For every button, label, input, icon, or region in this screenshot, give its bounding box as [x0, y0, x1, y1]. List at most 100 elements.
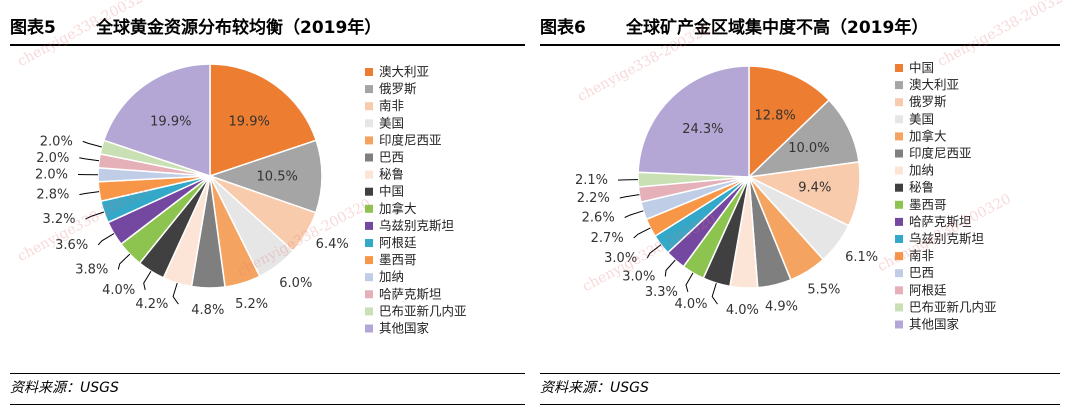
- data-label: 4.2%: [135, 297, 168, 312]
- leader-line: [85, 211, 105, 220]
- legend-entry: 南非: [379, 98, 404, 113]
- data-label: 10.0%: [788, 141, 829, 156]
- pie-slice: [637, 65, 750, 178]
- data-label: 2.8%: [36, 188, 69, 203]
- leader-line: [97, 233, 115, 246]
- leader-line: [172, 282, 179, 305]
- data-label: 6.0%: [279, 276, 312, 291]
- legend-swatch: [895, 166, 903, 175]
- data-label: 2.0%: [35, 168, 68, 183]
- legend-swatch: [895, 132, 903, 141]
- legend-swatch: [365, 256, 373, 265]
- legend-swatch: [895, 200, 903, 209]
- legend-entry: 俄罗斯: [379, 81, 417, 96]
- legend-entry: 墨西哥: [909, 197, 947, 212]
- data-label: 5.2%: [235, 297, 268, 312]
- legend-entry: 印度尼西亚: [379, 132, 442, 147]
- legend-entry: 秘鲁: [379, 167, 404, 182]
- figure-label: 图表6: [540, 18, 586, 38]
- pie-chart-gold-resources: 19.9% 10.5% 6.4% 6.0% 5.2% 4.8% 4.2%4.0% 3.8% 3.…: [35, 63, 467, 336]
- legend-swatch: [365, 102, 373, 111]
- leader-line: [646, 244, 662, 259]
- legend-swatch: [365, 85, 373, 94]
- data-label: 6.1%: [845, 250, 878, 265]
- legend-swatch: [895, 98, 903, 107]
- pie-chart-gold-production: 12.8%10.0%9.4%6.1%5.5%4.9%4.0%4.0%3.3%3.…: [575, 60, 997, 332]
- legend-swatch: [895, 64, 903, 72]
- legend-swatch: [365, 273, 373, 282]
- data-label: 4.8%: [191, 303, 224, 318]
- figure-label: 图表5: [10, 18, 56, 38]
- legend-swatch: [895, 252, 903, 261]
- pie-slice: [102, 63, 211, 178]
- chart-panel-2: 图表6 全球矿产金区域集中度不高（2019年） 12.8% 10.0% 9.4% 6.1…: [540, 0, 1060, 411]
- chart-title: 全球矿产金区域集中度不高（2019年）: [626, 18, 929, 38]
- data-label: 12.8%: [754, 109, 795, 124]
- legend-entry: 美国: [379, 115, 404, 130]
- legend-swatch: [365, 307, 373, 316]
- legend-swatch: [365, 170, 373, 179]
- legend-swatch: [365, 324, 373, 333]
- leader-line: [79, 157, 100, 162]
- legend-entry: 美国: [909, 111, 934, 126]
- legend-swatch: [365, 153, 373, 162]
- legend-swatch: [895, 217, 903, 226]
- legend-swatch: [365, 136, 373, 145]
- data-label: 24.3%: [682, 122, 723, 137]
- leader-line: [624, 210, 644, 218]
- legend-swatch: [365, 239, 373, 247]
- legend-swatch: [365, 119, 373, 128]
- legend-entry: 巴布亚新几内亚: [909, 299, 997, 314]
- legend-swatch: [895, 269, 903, 278]
- chart-title: 全球黄金资源分布较均衡（2019年）: [96, 18, 382, 38]
- legend-entry: 中国: [909, 60, 934, 75]
- data-label: 4.0%: [674, 297, 707, 312]
- legend-swatch: [365, 290, 373, 299]
- data-label: 10.5%: [257, 169, 298, 184]
- data-label: 6.4%: [316, 237, 349, 252]
- legend-entry: 哈萨克斯坦: [379, 286, 442, 301]
- data-label: 3.0%: [604, 251, 637, 266]
- legend-swatch: [365, 68, 373, 76]
- data-label: 5.5%: [807, 283, 840, 298]
- leader-line: [143, 270, 152, 291]
- source-note: 资料来源：USGS: [540, 373, 1060, 405]
- legend-entry: 阿根廷: [909, 282, 947, 297]
- data-label: 3.6%: [55, 238, 88, 253]
- data-label: 19.9%: [229, 114, 270, 129]
- legend-swatch: [895, 320, 903, 329]
- leader-line: [711, 282, 718, 305]
- leader-line: [617, 179, 639, 181]
- data-label: 2.0%: [36, 151, 69, 166]
- legend-swatch: [895, 115, 903, 124]
- data-label: 2.6%: [582, 211, 615, 226]
- legend-swatch: [365, 221, 373, 230]
- chart-title-bar-1: 图表5 全球黄金资源分布较均衡（2019年）: [10, 12, 525, 46]
- data-label: 3.2%: [42, 212, 75, 227]
- legend-entry: 澳大利亚: [379, 64, 429, 79]
- leader-line: [633, 227, 651, 239]
- legend-swatch: [365, 204, 373, 213]
- legend-swatch: [895, 81, 903, 90]
- legend-entry: 墨西哥: [379, 252, 417, 267]
- legend-entry: 乌兹别克斯坦: [909, 231, 984, 246]
- legend-entry: 其他国家: [909, 317, 960, 332]
- legend-swatch: [895, 235, 903, 243]
- legend-entry: 中国: [379, 184, 404, 199]
- legend-entry: 秘鲁: [909, 180, 934, 195]
- legend-swatch: [895, 286, 903, 295]
- legend-entry: 巴西: [909, 265, 934, 280]
- data-label: 3.8%: [75, 263, 108, 278]
- legend-entry: 乌兹别克斯坦: [379, 218, 454, 233]
- pie-slice: [748, 65, 831, 179]
- legend-entry: 加拿大: [909, 128, 947, 143]
- leader-line: [82, 140, 102, 148]
- legend-entry: 俄罗斯: [909, 94, 947, 109]
- leader-line: [685, 272, 694, 293]
- legend-swatch: [895, 303, 903, 312]
- legend-entry: 巴布亚新几内亚: [379, 303, 467, 318]
- legend-entry: 加纳: [379, 269, 404, 284]
- data-label: 3.0%: [622, 269, 655, 284]
- chart-title-bar-2: 图表6 全球矿产金区域集中度不高（2019年）: [540, 12, 1060, 46]
- data-label: 2.7%: [591, 231, 624, 246]
